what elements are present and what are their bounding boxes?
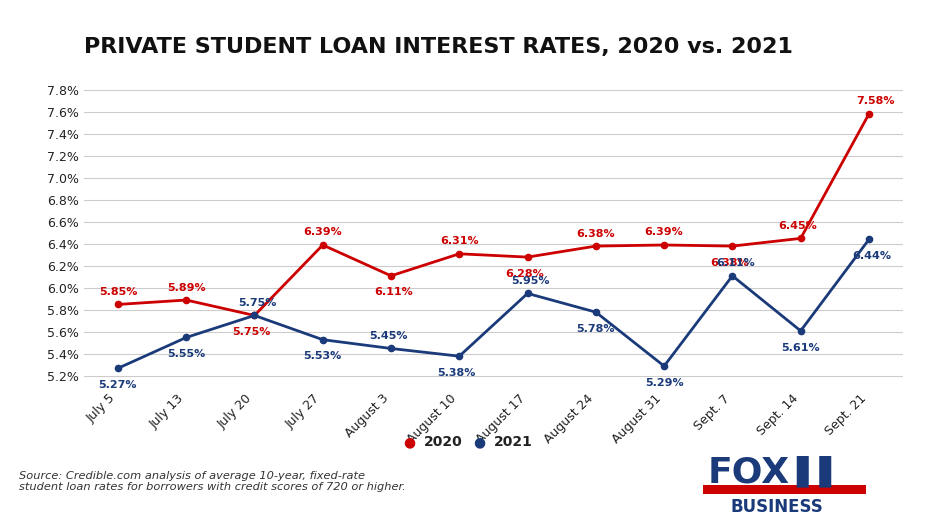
Text: 6.39%: 6.39% bbox=[304, 228, 342, 237]
Text: 5.53%: 5.53% bbox=[304, 351, 342, 361]
Text: 6.39%: 6.39% bbox=[645, 228, 683, 237]
Text: 5.45%: 5.45% bbox=[369, 331, 408, 341]
Text: ●: ● bbox=[403, 435, 416, 449]
Text: 6.38%: 6.38% bbox=[576, 229, 615, 238]
Text: 5.85%: 5.85% bbox=[99, 287, 137, 297]
Text: 7.58%: 7.58% bbox=[857, 96, 895, 107]
Text: 6.45%: 6.45% bbox=[778, 221, 817, 231]
Text: 5.89%: 5.89% bbox=[167, 282, 206, 292]
Text: 2020: 2020 bbox=[424, 435, 463, 449]
Text: 5.55%: 5.55% bbox=[167, 349, 206, 359]
Text: 5.75%: 5.75% bbox=[233, 327, 271, 337]
Text: 5.95%: 5.95% bbox=[511, 276, 549, 286]
Text: 6.11%: 6.11% bbox=[716, 258, 754, 268]
Text: Source: Credible.com analysis of average 10-year, fixed-rate
student loan rates : Source: Credible.com analysis of average… bbox=[19, 471, 405, 492]
Text: 2021: 2021 bbox=[493, 435, 533, 449]
Text: 5.38%: 5.38% bbox=[438, 368, 476, 378]
Text: 6.11%: 6.11% bbox=[374, 288, 413, 298]
Text: 5.29%: 5.29% bbox=[645, 378, 683, 388]
Text: 5.78%: 5.78% bbox=[576, 324, 615, 334]
Text: ▌▌: ▌▌ bbox=[796, 455, 843, 486]
Text: PRIVATE STUDENT LOAN INTEREST RATES, 2020 vs. 2021: PRIVATE STUDENT LOAN INTEREST RATES, 202… bbox=[84, 37, 792, 56]
Text: 6.44%: 6.44% bbox=[852, 251, 891, 261]
Text: 6.38%: 6.38% bbox=[710, 258, 749, 268]
Text: 5.61%: 5.61% bbox=[781, 343, 820, 353]
Text: 6.31%: 6.31% bbox=[440, 236, 479, 246]
Text: FOX: FOX bbox=[708, 455, 789, 489]
Text: 6.28%: 6.28% bbox=[506, 269, 544, 279]
Text: ●: ● bbox=[473, 435, 486, 449]
Text: BUSINESS: BUSINESS bbox=[731, 498, 824, 516]
Text: 5.75%: 5.75% bbox=[238, 298, 277, 308]
Text: 5.27%: 5.27% bbox=[99, 380, 137, 390]
